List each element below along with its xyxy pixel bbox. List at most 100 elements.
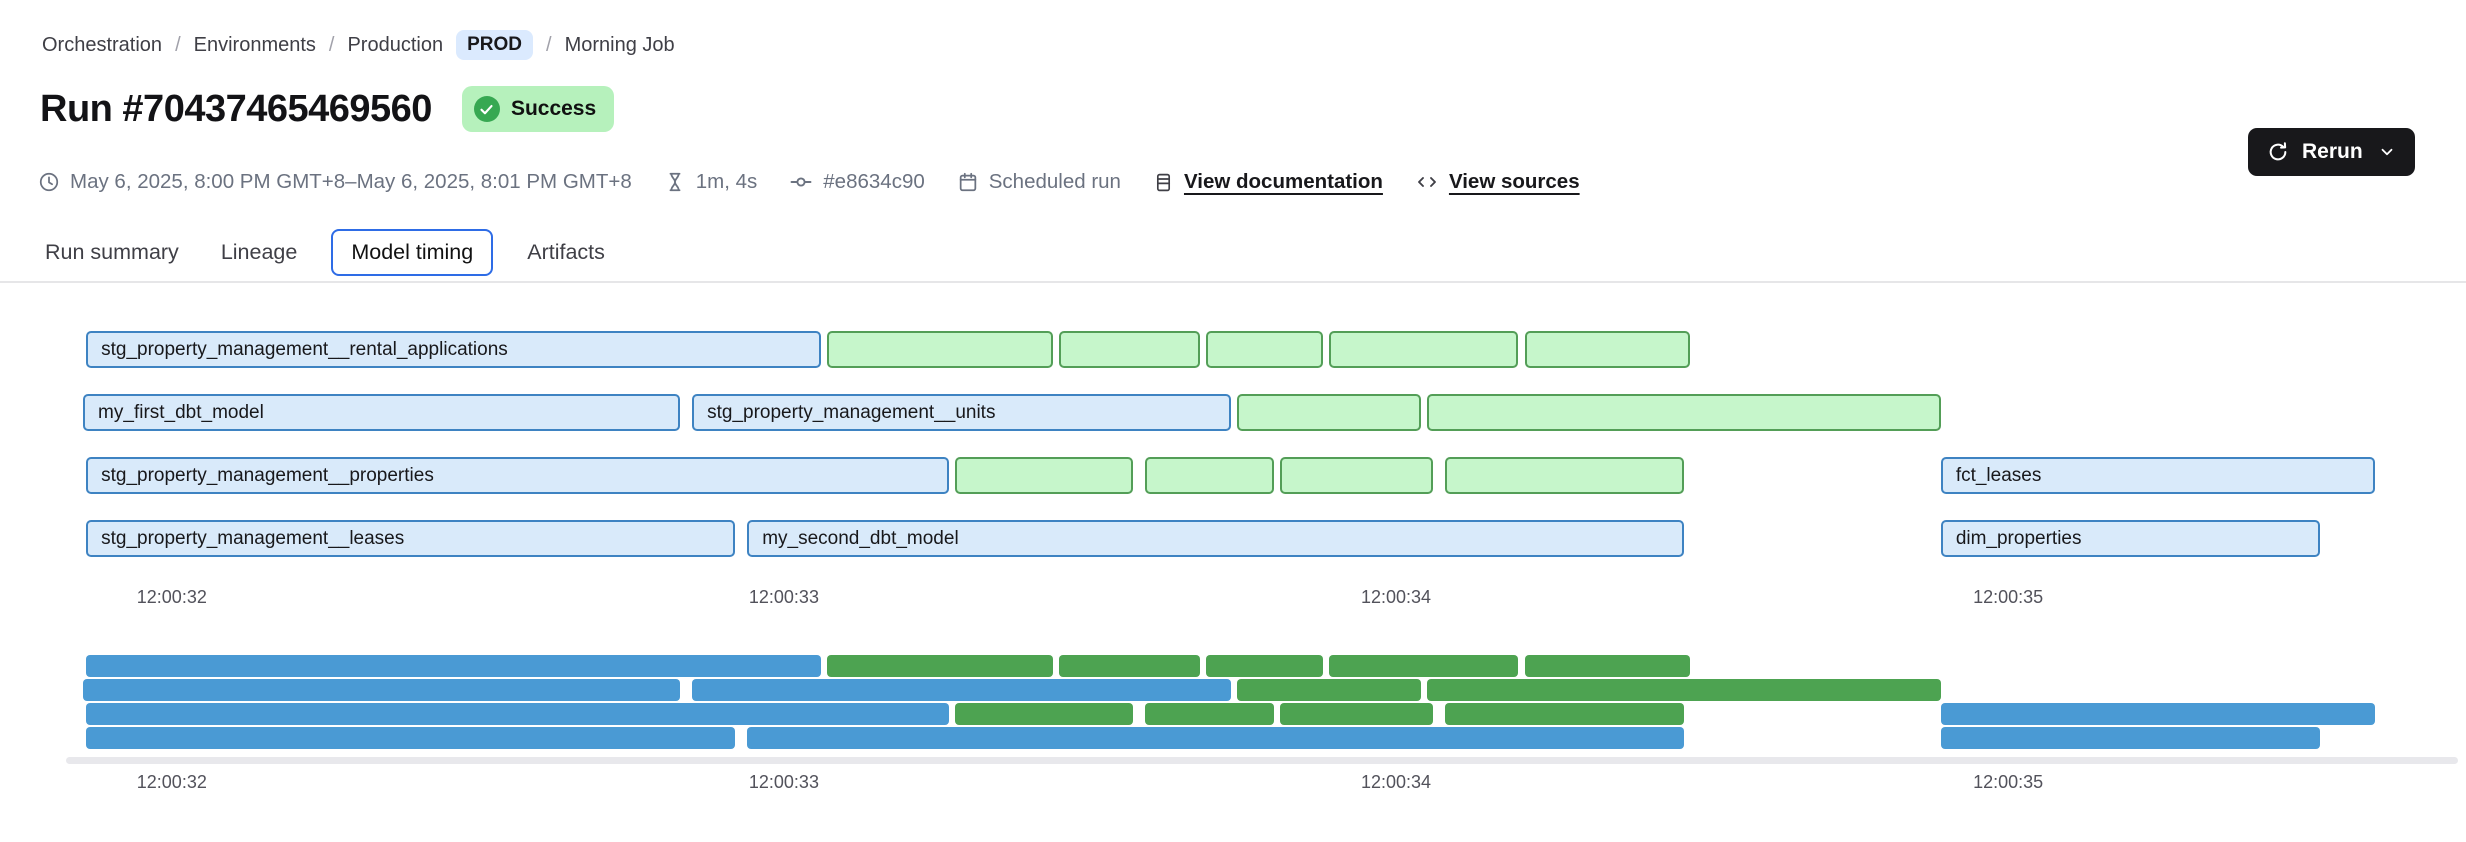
- refresh-icon: [2267, 141, 2289, 163]
- gantt-bar-label: stg_property_management__leases: [101, 527, 405, 549]
- minimap-bar: [1445, 703, 1684, 725]
- tab-run-summary[interactable]: Run summary: [45, 240, 179, 264]
- gantt-bar[interactable]: [826, 331, 1054, 368]
- calendar-icon: [957, 171, 979, 193]
- gantt-bar-stg-property-management-rental-applications[interactable]: stg_property_management__rental_applicat…: [86, 331, 821, 368]
- meta-may-6-2025-8-00-pm-gmt-8-may-6-2025-8-01-pm-gmt-8: May 6, 2025, 8:00 PM GMT+8–May 6, 2025, …: [38, 170, 632, 194]
- minimap-bar: [1145, 703, 1274, 725]
- meta-text: #e8634c90: [823, 170, 925, 193]
- gantt-bar-label: my_first_dbt_model: [98, 401, 264, 423]
- gantt-bar-my-first-dbt-model[interactable]: my_first_dbt_model: [83, 394, 680, 431]
- minimap-bar: [86, 655, 821, 677]
- minimap-bar: [1279, 703, 1433, 725]
- minimap-bar: [1524, 655, 1690, 677]
- minimap-bar: [692, 679, 1231, 701]
- check-icon: [473, 96, 500, 122]
- minimap-bar: [1940, 727, 2321, 749]
- breadcrumb-item-production[interactable]: Production: [347, 33, 444, 56]
- model-timing-chart: stg_property_management__rental_applicat…: [80, 0, 2455, 842]
- chevron-down-icon: [2378, 143, 2396, 161]
- minimap-bar: [86, 703, 950, 725]
- meta-text: Scheduled run: [988, 170, 1121, 193]
- minimap-bar: [83, 679, 680, 701]
- gantt-bar-label: stg_property_management__units: [707, 401, 996, 423]
- meta-text: View documentation: [1183, 170, 1383, 193]
- minimap-bar: [1940, 703, 2376, 725]
- minimap-axis-label: 12:00:33: [748, 772, 819, 792]
- breadcrumb-item-morning-job[interactable]: Morning Job: [564, 33, 675, 56]
- breadcrumb-separator: /: [175, 33, 181, 56]
- commit-icon: [789, 170, 813, 194]
- breadcrumb-separator: /: [328, 33, 335, 56]
- gantt-bar[interactable]: [955, 457, 1133, 494]
- gantt-bar[interactable]: [1145, 457, 1274, 494]
- axis-label: 12:00:35: [1973, 587, 2044, 607]
- gantt-bar[interactable]: [1059, 331, 1201, 368]
- minimap-bar: [826, 655, 1054, 677]
- code-icon: [1415, 170, 1439, 194]
- gantt-bar[interactable]: [1328, 331, 1519, 368]
- meta-text: 1m, 4s: [695, 170, 758, 193]
- status-label: Success: [510, 97, 597, 120]
- breadcrumb-separator: /: [546, 33, 552, 56]
- gantt-bar-label: stg_property_management__properties: [101, 464, 434, 486]
- tab-model-timing[interactable]: Model timing: [331, 229, 494, 276]
- minimap-axis-label: 12:00:34: [1360, 772, 1432, 792]
- timeline-scroll-track[interactable]: [66, 757, 2458, 764]
- gantt-bar-label: dim_properties: [1955, 527, 2082, 549]
- gantt-bar-fct-leases[interactable]: fct_leases: [1940, 457, 2376, 494]
- tab-lineage[interactable]: Lineage: [220, 240, 298, 264]
- breadcrumb-item-environments[interactable]: Environments: [193, 33, 316, 56]
- tab-divider: [0, 281, 2466, 283]
- link-view-documentation[interactable]: View documentation: [1153, 170, 1383, 194]
- gantt-bar-stg-property-management-units[interactable]: stg_property_management__units: [692, 394, 1231, 431]
- tab-bar: Run summary Lineage Model timing Artifacts: [45, 229, 605, 276]
- breadcrumb: Orchestration / Environments / Production PRO…: [42, 30, 675, 60]
- rerun-label: Rerun: [2302, 140, 2363, 163]
- gantt-bar[interactable]: [1445, 457, 1684, 494]
- minimap-axis-label: 12:00:32: [136, 772, 207, 792]
- document-icon: [1153, 172, 1174, 193]
- link-view-sources[interactable]: View sources: [1415, 170, 1580, 194]
- title-row: Run #70437465469560 Success: [40, 86, 615, 132]
- run-metadata: May 6, 2025, 8:00 PM GMT+8–May 6, 2025, …: [38, 170, 1580, 194]
- minimap-axis-label: 12:00:35: [1973, 772, 2044, 792]
- meta-e8634c90: #e8634c90: [789, 170, 925, 194]
- minimap-bar: [955, 703, 1133, 725]
- status-badge: Success: [461, 86, 615, 132]
- gantt-bar-my-second-dbt-model[interactable]: my_second_dbt_model: [747, 520, 1684, 557]
- minimap-bar: [1059, 655, 1201, 677]
- gantt-bar-label: my_second_dbt_model: [762, 527, 959, 549]
- gantt-bar[interactable]: [1206, 331, 1323, 368]
- minimap-bar: [1328, 655, 1519, 677]
- gantt-bar-label: fct_leases: [1955, 464, 2042, 486]
- breadcrumb-item-orchestration[interactable]: Orchestration: [42, 33, 163, 56]
- axis-label: 12:00:33: [748, 587, 819, 607]
- minimap-bar: [1426, 679, 1941, 701]
- gantt-bar-stg-property-management-leases[interactable]: stg_property_management__leases: [86, 520, 735, 557]
- gantt-bar[interactable]: [1426, 394, 1941, 431]
- gantt-bar-stg-property-management-properties[interactable]: stg_property_management__properties: [86, 457, 950, 494]
- minimap-bar: [1206, 655, 1323, 677]
- axis-label: 12:00:34: [1360, 587, 1432, 607]
- gantt-bar-label: stg_property_management__rental_applicat…: [101, 338, 508, 360]
- meta-text: May 6, 2025, 8:00 PM GMT+8–May 6, 2025, …: [70, 170, 632, 193]
- meta-scheduled-run: Scheduled run: [957, 170, 1121, 194]
- gantt-bar-dim-properties[interactable]: dim_properties: [1940, 520, 2321, 557]
- tab-artifacts[interactable]: Artifacts: [527, 240, 605, 264]
- meta-text: View sources: [1448, 170, 1580, 193]
- axis-label: 12:00:32: [136, 587, 207, 607]
- meta-1m-4s: 1m, 4s: [664, 170, 758, 194]
- minimap-bar: [1236, 679, 1421, 701]
- hourglass-icon: [664, 171, 686, 193]
- gantt-bar[interactable]: [1236, 394, 1421, 431]
- minimap-bar: [747, 727, 1684, 749]
- environment-badge: PROD: [456, 30, 533, 60]
- rerun-button[interactable]: Rerun: [2248, 128, 2415, 176]
- minimap-bar: [86, 727, 735, 749]
- gantt-bar[interactable]: [1279, 457, 1433, 494]
- clock-icon: [38, 171, 60, 193]
- page-title: Run #70437465469560: [40, 87, 432, 130]
- gantt-bar[interactable]: [1524, 331, 1690, 368]
